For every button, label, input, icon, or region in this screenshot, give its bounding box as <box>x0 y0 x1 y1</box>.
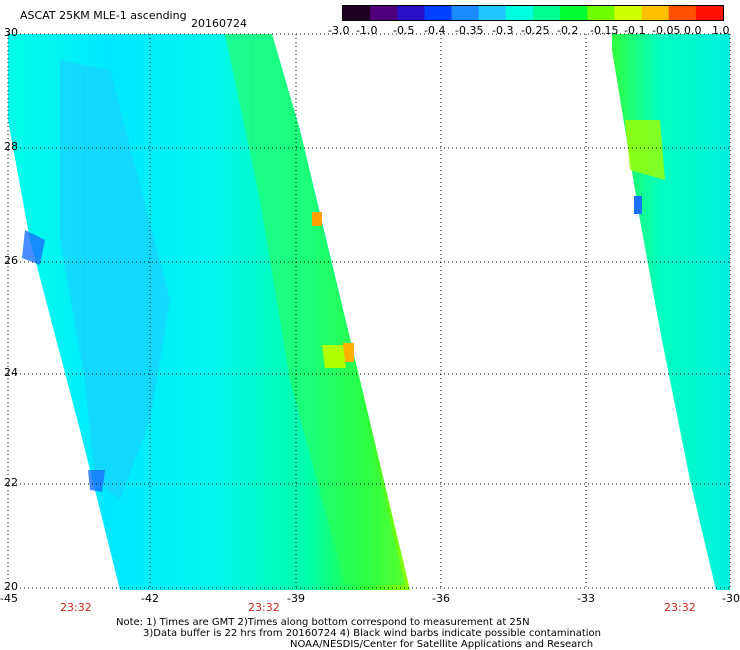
lat-label: 26 <box>4 254 18 267</box>
lat-label: 24 <box>4 366 18 379</box>
time-label: 23:32 <box>60 601 92 614</box>
color-scale-label: -0.25 <box>521 24 550 37</box>
color-scale-label: -0.15 <box>590 24 619 37</box>
color-scale-segment <box>614 6 643 20</box>
time-label: 23:32 <box>664 601 696 614</box>
swath-west-orange-spot <box>312 212 322 226</box>
color-scale-label: -0.05 <box>652 24 681 37</box>
color-scale-segment <box>668 6 697 20</box>
color-scale-label: -3.0 <box>328 24 350 37</box>
swath-east <box>612 34 730 590</box>
color-scale-segment <box>533 6 561 20</box>
swath-east-blue-spot <box>634 196 642 214</box>
color-scale-bar <box>342 5 724 21</box>
swath-west-blue-streak-2 <box>22 230 45 265</box>
color-scale-segment <box>695 6 723 20</box>
lon-label: -39 <box>287 592 305 605</box>
swath-west-green-band <box>225 34 405 585</box>
lon-label: -30 <box>722 592 740 605</box>
color-scale-segment <box>397 6 425 20</box>
color-scale-segment <box>343 6 371 20</box>
color-scale-segment <box>451 6 480 20</box>
color-scale-label: 0.0 <box>684 24 702 37</box>
color-scale-label: -0.35 <box>455 24 484 37</box>
color-scale-segment <box>478 6 507 20</box>
lat-label: 20 <box>4 580 18 593</box>
swath-west-blue-streak <box>60 60 170 500</box>
color-scale-label: -0.5 <box>393 24 415 37</box>
lon-label: -45 <box>0 592 18 605</box>
swath-west-yellow-spot <box>322 345 346 368</box>
map-date: 20160724 <box>191 17 247 30</box>
grid-lines <box>7 33 731 589</box>
color-scale-segment <box>424 6 453 20</box>
map-title: ASCAT 25KM MLE-1 ascending <box>20 9 187 22</box>
color-scale-label: -0.1 <box>624 24 646 37</box>
color-scale-segment <box>641 6 670 20</box>
note-line-1: Note: 1) Times are GMT 2)Times along bot… <box>116 617 530 628</box>
lon-label: -36 <box>432 592 450 605</box>
color-scale-label: -0.4 <box>424 24 446 37</box>
color-scale-segment <box>587 6 615 20</box>
lat-label: 28 <box>4 140 18 153</box>
note-line-3: NOAA/NESDIS/Center for Satellite Applica… <box>290 639 594 650</box>
lat-label: 30 <box>4 26 18 39</box>
swath-east-green-patch <box>625 120 665 180</box>
swath-west-blue-streak-3 <box>88 470 105 492</box>
swath-west-orange-spot-2 <box>343 343 354 362</box>
color-scale-segment <box>505 6 534 20</box>
color-scale-label: -0.2 <box>557 24 579 37</box>
note-line-2: 3)Data buffer is 22 hrs from 20160724 4)… <box>143 628 601 639</box>
color-scale-label: 1.0 <box>712 24 730 37</box>
lon-label: -33 <box>577 592 595 605</box>
color-scale-label: -1.0 <box>356 24 378 37</box>
color-scale-label: -0.3 <box>492 24 514 37</box>
color-scale-segment <box>560 6 588 20</box>
lon-label: -42 <box>141 592 159 605</box>
time-label: 23:32 <box>248 601 280 614</box>
color-scale-segment <box>370 6 398 20</box>
lat-label: 22 <box>4 476 18 489</box>
